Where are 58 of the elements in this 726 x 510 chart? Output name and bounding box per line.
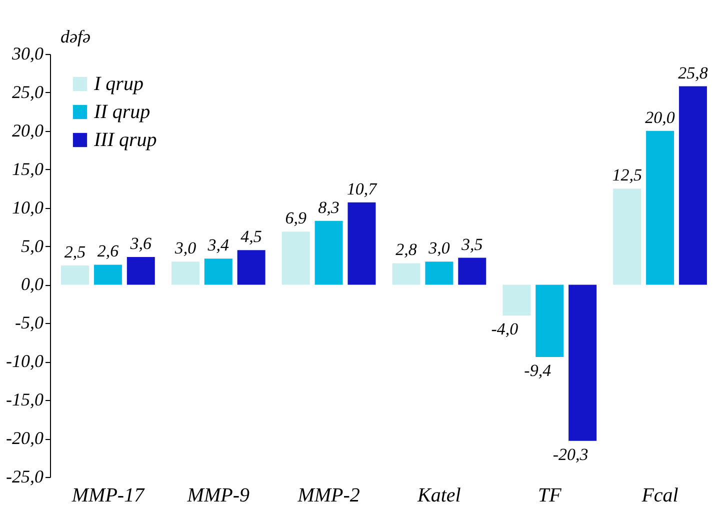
data-label: 3,0 [174,238,197,258]
bar [568,284,597,441]
data-label: 3,5 [460,234,483,254]
y-tick-label: 20,0 [12,120,44,140]
bar [204,258,232,285]
x-tick-label: MMP-9 [186,484,250,506]
bar [425,262,454,285]
y-tick-label: 30,0 [11,44,44,64]
y-tick-label: 0,0 [21,274,44,294]
y-tick-label: -20,0 [6,428,44,448]
x-tick-label: MMP-2 [296,484,360,506]
legend-label: II qrup [93,101,150,123]
data-label: 10,7 [346,179,378,198]
x-tick-label: Katel [416,484,462,506]
y-tick-label: -25,0 [6,466,44,486]
y-tick-label: 5,0 [21,236,44,256]
bar [392,263,420,285]
y-tick-label: -15,0 [6,390,44,410]
data-label: 12,5 [612,166,642,185]
data-label: -20,3 [552,444,588,464]
y-tick-label: 15,0 [12,158,44,179]
bar [126,257,155,285]
bar [613,188,642,285]
bar [458,258,486,285]
legend-label: I qrup [93,73,144,95]
data-label: -4,0 [491,319,519,338]
data-label: 6,9 [285,208,307,228]
bar [171,262,200,285]
data-label: -9,4 [524,361,552,380]
data-label: 8,3 [318,198,340,217]
data-label: 2,6 [97,242,120,261]
bar [348,202,376,285]
data-label: 3,6 [129,234,152,254]
y-tick-label: -5,0 [15,312,44,333]
bar [61,266,90,285]
data-label: 20,0 [645,108,676,127]
bar [678,86,707,285]
bar [502,284,531,316]
x-tick-label: MMP-17 [70,484,146,506]
y-tick-label: 25,0 [12,82,44,102]
bar [646,130,674,285]
data-label: 4,5 [240,227,262,246]
y-tick-label: -10,0 [6,351,44,372]
y-axis-title: dəfə [60,26,90,46]
data-label: 2,8 [396,240,418,260]
bar [94,264,122,285]
bar [536,284,564,358]
x-tick-label: TF [538,484,562,506]
x-tick-label: Fcal [640,484,679,506]
data-label: 25,8 [678,63,708,82]
bar [314,220,343,285]
data-label: 2,5 [64,242,86,262]
data-label: 3,4 [206,236,230,255]
y-tick-label: 10,0 [12,197,44,218]
data-label: 3,0 [428,238,450,258]
bar [237,250,266,285]
legend-label: III qrup [93,129,157,151]
bar [282,232,310,285]
